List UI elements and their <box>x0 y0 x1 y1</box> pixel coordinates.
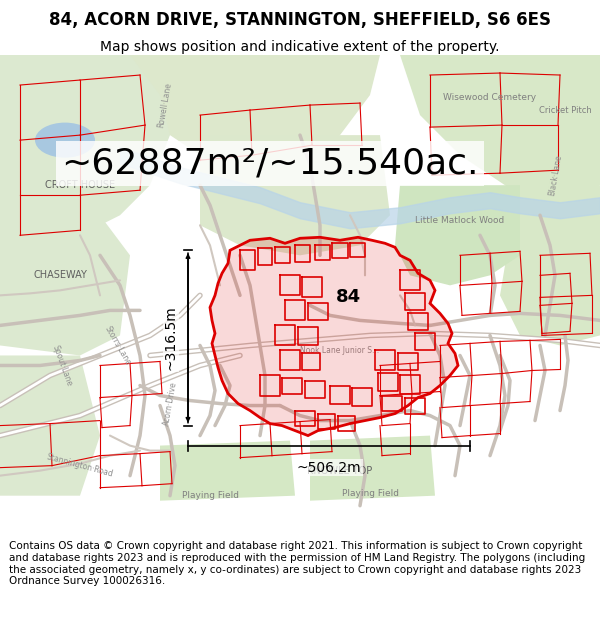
Text: Rowell·Lane: Rowell·Lane <box>157 82 173 129</box>
Text: Nook Lane Junior S...: Nook Lane Junior S... <box>301 346 380 355</box>
Text: Cricket Pitch: Cricket Pitch <box>539 106 592 114</box>
Polygon shape <box>210 238 458 436</box>
Text: ~62887m²/~15.540ac.: ~62887m²/~15.540ac. <box>61 146 479 180</box>
Text: Acorn·Drive: Acorn·Drive <box>161 381 178 426</box>
Text: Playing Field: Playing Field <box>341 489 398 498</box>
Polygon shape <box>130 55 380 165</box>
Text: Contains OS data © Crown copyright and database right 2021. This information is : Contains OS data © Crown copyright and d… <box>9 541 585 586</box>
Text: Black·Lane: Black·Lane <box>547 154 563 196</box>
Text: CROFT HOUSE: CROFT HOUSE <box>45 180 115 190</box>
Polygon shape <box>0 215 130 356</box>
Text: Little Matlock Wood: Little Matlock Wood <box>415 216 505 225</box>
Ellipse shape <box>35 122 95 158</box>
Text: CHASEWAY: CHASEWAY <box>33 271 87 281</box>
Polygon shape <box>400 55 600 205</box>
Polygon shape <box>395 185 520 286</box>
Text: Playing Field: Playing Field <box>182 491 239 500</box>
Text: Map shows position and indicative extent of the property.: Map shows position and indicative extent… <box>100 39 500 54</box>
Text: Stannington·Road: Stannington·Road <box>46 452 115 479</box>
Polygon shape <box>500 185 600 346</box>
Polygon shape <box>200 135 390 255</box>
Text: Storrs·Lane: Storrs·Lane <box>103 324 133 367</box>
Text: Spout·Lane: Spout·Lane <box>50 344 74 388</box>
Polygon shape <box>0 356 100 496</box>
Text: KNOWLE TOP: KNOWLE TOP <box>307 466 373 476</box>
Text: 84, ACORN DRIVE, STANNINGTON, SHEFFIELD, S6 6ES: 84, ACORN DRIVE, STANNINGTON, SHEFFIELD,… <box>49 11 551 29</box>
Polygon shape <box>0 55 200 255</box>
Polygon shape <box>310 436 435 501</box>
Polygon shape <box>160 441 295 501</box>
Text: Wisewood Cemetery: Wisewood Cemetery <box>443 92 536 102</box>
Text: ~506.2m: ~506.2m <box>296 461 361 474</box>
Text: ~316.5m: ~316.5m <box>164 306 178 371</box>
Text: 84: 84 <box>335 288 361 306</box>
